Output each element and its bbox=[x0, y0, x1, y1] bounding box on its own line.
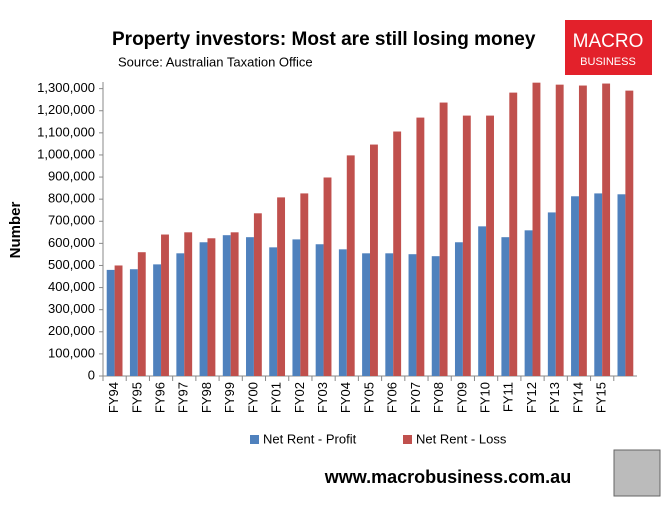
y-tick-label: 0 bbox=[88, 367, 95, 382]
bar bbox=[253, 213, 262, 376]
bar bbox=[617, 194, 626, 376]
y-tick-label: 1,300,000 bbox=[37, 80, 95, 95]
bar bbox=[137, 252, 146, 376]
bar bbox=[486, 115, 494, 376]
wolf-image bbox=[613, 449, 661, 497]
y-tick-label: 400,000 bbox=[48, 279, 95, 294]
bar bbox=[230, 232, 239, 376]
x-tick-label: FY10 bbox=[478, 382, 493, 413]
bar bbox=[362, 253, 370, 376]
bar bbox=[478, 226, 487, 376]
bar bbox=[176, 253, 185, 376]
legend-label: Net Rent - Loss bbox=[416, 431, 507, 446]
y-tick-label: 1,200,000 bbox=[37, 102, 95, 117]
footer: www.macrobusiness.com.au bbox=[324, 467, 571, 487]
bar bbox=[439, 102, 448, 376]
x-tick-label: FY15 bbox=[594, 382, 609, 413]
bar bbox=[277, 197, 286, 376]
bar bbox=[509, 92, 518, 376]
y-tick-label: 800,000 bbox=[48, 191, 95, 206]
x-tick-label: FY07 bbox=[408, 382, 423, 413]
bar bbox=[153, 264, 162, 376]
chart-subtitle: Source: Australian Taxation Office bbox=[118, 54, 313, 69]
chart-title: Property investors: Most are still losin… bbox=[112, 29, 536, 50]
bar bbox=[222, 235, 231, 376]
x-tick-label: FY12 bbox=[524, 382, 539, 413]
legend-label: Net Rent - Profit bbox=[263, 431, 357, 446]
x-tick-label: FY00 bbox=[245, 382, 260, 413]
bar bbox=[315, 244, 324, 376]
bar bbox=[602, 83, 611, 377]
bar bbox=[292, 239, 301, 376]
bar bbox=[184, 232, 193, 376]
bar bbox=[106, 269, 115, 376]
bar bbox=[547, 212, 556, 376]
x-tick-label: FY97 bbox=[176, 382, 191, 413]
bar bbox=[454, 242, 463, 376]
y-tick-label: 600,000 bbox=[48, 235, 95, 250]
bar bbox=[338, 249, 347, 376]
bar bbox=[323, 177, 332, 376]
x-tick-label: FY13 bbox=[547, 382, 562, 413]
bar bbox=[416, 117, 425, 376]
logo-text: BUSINESS bbox=[580, 56, 636, 68]
x-tick-label: FY14 bbox=[570, 382, 585, 413]
bar bbox=[114, 265, 123, 376]
x-tick-label: FY06 bbox=[385, 382, 400, 413]
bar bbox=[501, 237, 510, 376]
x-tick-label: FY02 bbox=[292, 382, 307, 413]
y-tick-label: 1,100,000 bbox=[37, 124, 95, 139]
x-tick-label: FY08 bbox=[431, 382, 446, 413]
y-tick-label: 200,000 bbox=[48, 323, 95, 338]
x-tick-label: FY01 bbox=[269, 382, 284, 413]
x-tick-label: FY05 bbox=[361, 382, 376, 413]
bar bbox=[246, 237, 254, 376]
y-tick-label: 100,000 bbox=[48, 345, 95, 360]
x-tick-label: FY09 bbox=[454, 382, 469, 413]
bar bbox=[594, 193, 603, 376]
bar bbox=[269, 247, 278, 376]
bar bbox=[408, 254, 417, 376]
y-tick-label: 300,000 bbox=[48, 301, 95, 316]
legend-swatch bbox=[250, 435, 259, 444]
x-tick-label: FY99 bbox=[222, 382, 237, 413]
bar bbox=[532, 82, 541, 377]
bar bbox=[207, 238, 216, 376]
bar bbox=[555, 84, 564, 376]
bar bbox=[346, 155, 355, 376]
legend-swatch bbox=[403, 435, 412, 444]
bar bbox=[370, 144, 378, 376]
x-tick-label: FY95 bbox=[129, 382, 144, 413]
bar bbox=[129, 269, 138, 376]
bar bbox=[300, 193, 309, 376]
logo-box bbox=[565, 20, 652, 75]
x-tick-label: FY04 bbox=[338, 382, 353, 413]
bar bbox=[524, 230, 533, 376]
bar bbox=[431, 256, 440, 376]
y-tick-label: 900,000 bbox=[48, 168, 95, 183]
y-tick-label: 1,000,000 bbox=[37, 146, 95, 161]
x-tick-label: FY94 bbox=[106, 382, 121, 413]
bar bbox=[571, 196, 579, 376]
bar bbox=[385, 253, 394, 376]
bar bbox=[462, 115, 471, 376]
bar bbox=[199, 242, 208, 376]
y-axis-label: Number bbox=[7, 202, 24, 259]
bar bbox=[625, 90, 634, 376]
x-tick-label: FY11 bbox=[501, 382, 516, 412]
x-tick-label: FY96 bbox=[152, 382, 167, 413]
bar bbox=[578, 85, 587, 377]
bar bbox=[161, 234, 169, 376]
y-tick-label: 500,000 bbox=[48, 257, 95, 272]
bar bbox=[393, 131, 402, 376]
x-tick-label: FY03 bbox=[315, 382, 330, 413]
y-tick-label: 700,000 bbox=[48, 213, 95, 228]
logo-text: MACRO bbox=[573, 31, 644, 52]
x-tick-label: FY98 bbox=[199, 382, 214, 413]
